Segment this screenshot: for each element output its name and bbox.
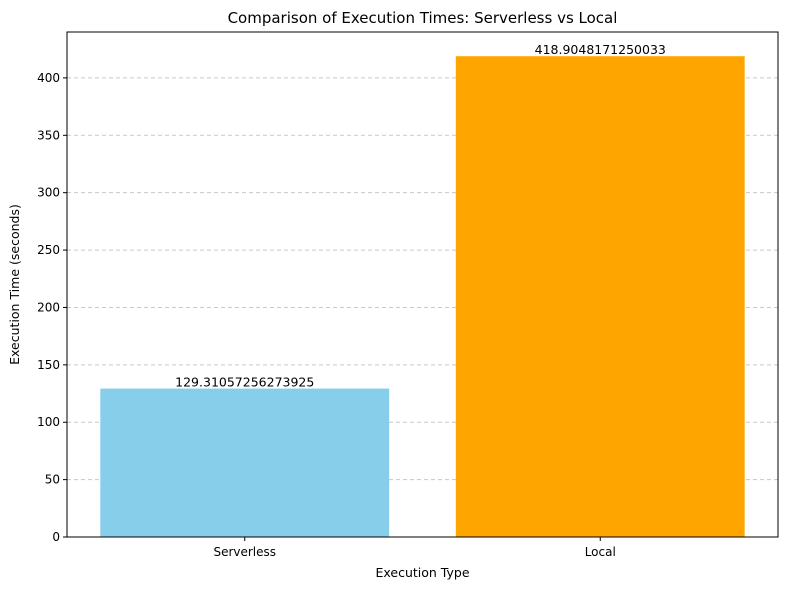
- y-tick-label: 250: [37, 243, 60, 257]
- y-tick-label: 300: [37, 186, 60, 200]
- y-tick-label: 150: [37, 358, 60, 372]
- y-axis-ticks: 0 50 100 150 200 250 300 350 400: [37, 71, 67, 544]
- bar-local: [455, 56, 745, 537]
- x-tick-label: Local: [585, 545, 616, 559]
- plot-frame: [66, 31, 779, 538]
- y-tick-label: 100: [37, 415, 60, 429]
- data-label: 418.9048171250033: [535, 42, 666, 57]
- y-tick-label: 200: [37, 300, 60, 314]
- y-tick-label: 400: [37, 71, 60, 85]
- y-axis-label: Execution Time (seconds): [7, 204, 22, 365]
- x-axis-ticks: Serverless Local: [213, 537, 616, 559]
- y-tick-label: 350: [37, 128, 60, 142]
- data-label: 129.31057256273925: [175, 375, 314, 390]
- chart-title: Comparison of Execution Times: Serverles…: [228, 9, 618, 27]
- bars: [100, 56, 745, 537]
- bar-serverless: [100, 388, 390, 537]
- x-axis-label: Execution Type: [375, 565, 469, 580]
- y-tick-label: 0: [52, 530, 60, 544]
- data-labels: 129.31057256273925 418.9048171250033: [175, 42, 666, 389]
- y-tick-label: 50: [45, 473, 60, 487]
- x-tick-label: Serverless: [213, 545, 276, 559]
